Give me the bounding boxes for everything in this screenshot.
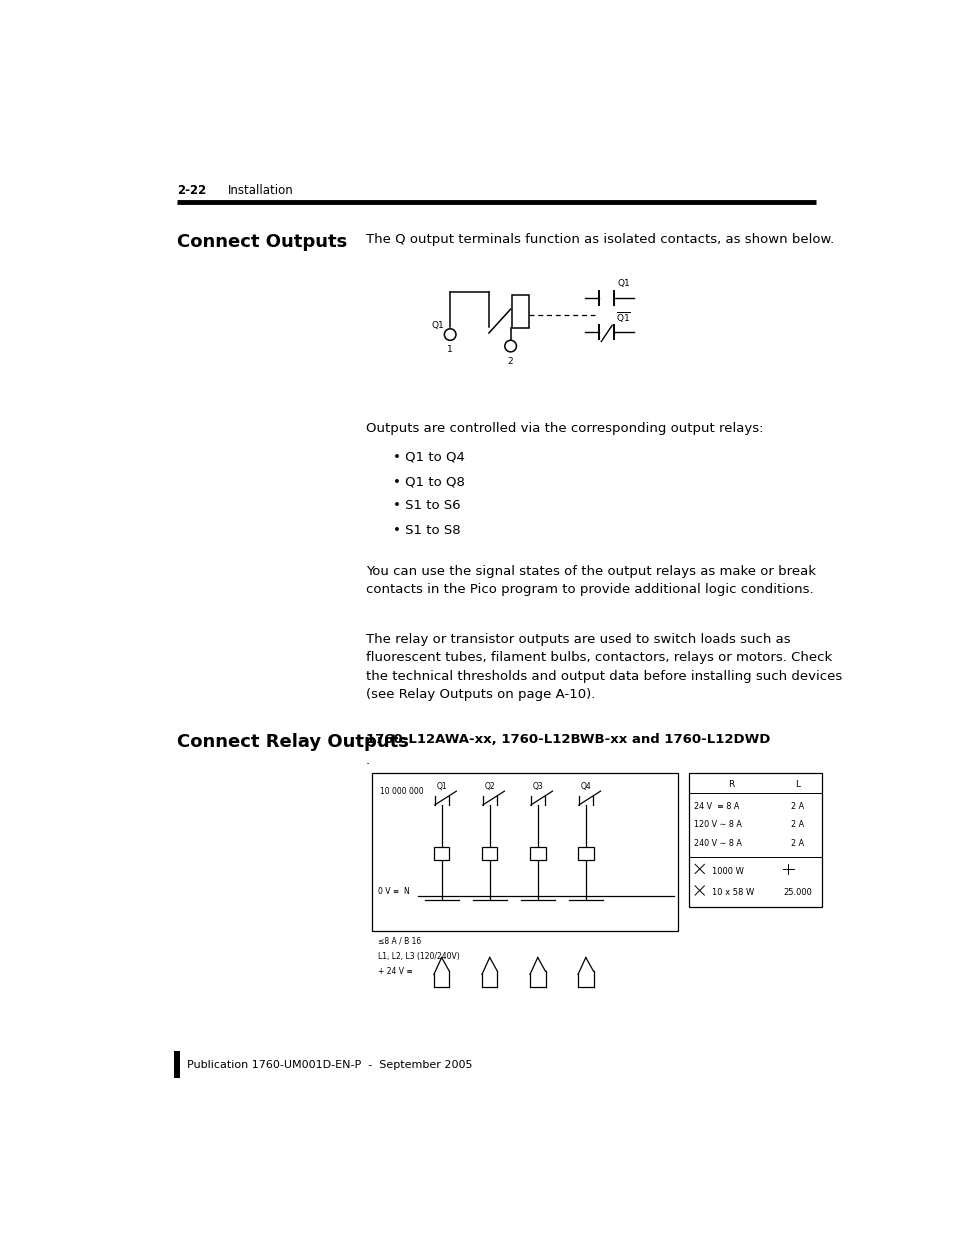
Text: .: . (365, 755, 370, 767)
Text: 2-22: 2-22 (177, 184, 207, 198)
Text: 2 A: 2 A (790, 839, 803, 848)
Bar (578, 847, 593, 860)
Text: Q1: Q1 (431, 321, 443, 330)
Text: • Q1 to Q8: • Q1 to Q8 (393, 475, 464, 488)
Bar (688, 773, 821, 908)
Text: L: L (794, 781, 799, 789)
Text: Q2: Q2 (484, 782, 495, 790)
Text: $\overline{\mathregular{Q1}}$: $\overline{\mathregular{Q1}}$ (616, 310, 631, 325)
Text: Installation: Installation (228, 184, 294, 198)
Text: 2: 2 (507, 357, 513, 366)
Bar (530, 847, 545, 860)
Text: Outputs are controlled via the corresponding output relays:: Outputs are controlled via the correspon… (365, 421, 762, 435)
Bar (372, 773, 678, 930)
Text: + 24 V ≡: + 24 V ≡ (377, 967, 413, 977)
Text: Q3: Q3 (532, 782, 542, 790)
Bar (434, 847, 449, 860)
Text: 2 A: 2 A (790, 820, 803, 830)
Text: 120 V ∼ 8 A: 120 V ∼ 8 A (693, 820, 740, 830)
Text: R: R (727, 781, 734, 789)
Text: Q1: Q1 (436, 782, 447, 790)
Text: 1000 W: 1000 W (711, 867, 743, 876)
Text: 10 x 58 W: 10 x 58 W (711, 888, 754, 897)
Text: • S1 to S8: • S1 to S8 (393, 524, 460, 536)
Text: L1, L2, L3 (120/240V): L1, L2, L3 (120/240V) (377, 952, 459, 961)
Text: Connect Outputs: Connect Outputs (177, 233, 347, 251)
Text: 1760-L12AWA-xx, 1760-L12BWB-xx and 1760-L12DWD: 1760-L12AWA-xx, 1760-L12BWB-xx and 1760-… (365, 732, 769, 746)
Text: Q1: Q1 (617, 279, 630, 288)
Text: 2 A: 2 A (790, 802, 803, 811)
Bar (512, 294, 529, 329)
Text: The relay or transistor outputs are used to switch loads such as
fluorescent tub: The relay or transistor outputs are used… (365, 632, 841, 701)
Text: Publication 1760-UM001D-EN-P  -  September 2005: Publication 1760-UM001D-EN-P - September… (187, 1060, 472, 1070)
Text: 10 000 000: 10 000 000 (379, 787, 423, 795)
Text: • Q1 to Q4: • Q1 to Q4 (393, 451, 464, 464)
Text: 1: 1 (447, 346, 453, 354)
Text: You can use the signal states of the output relays as make or break
contacts in : You can use the signal states of the out… (365, 564, 815, 597)
Text: 240 V ∼ 8 A: 240 V ∼ 8 A (693, 839, 740, 848)
Text: • S1 to S6: • S1 to S6 (393, 499, 460, 513)
Text: ≤8 A / B 16: ≤8 A / B 16 (377, 936, 421, 946)
Bar (173, 1051, 179, 1078)
Text: Connect Relay Outputs: Connect Relay Outputs (177, 732, 409, 751)
Text: 0 V ≡  N: 0 V ≡ N (377, 887, 410, 895)
Text: 25.000: 25.000 (782, 888, 811, 897)
Bar (481, 847, 497, 860)
Text: 24 V  ≡ 8 A: 24 V ≡ 8 A (693, 802, 739, 811)
Text: Q4: Q4 (579, 782, 591, 790)
Text: The Q output terminals function as isolated contacts, as shown below.: The Q output terminals function as isola… (365, 233, 833, 246)
